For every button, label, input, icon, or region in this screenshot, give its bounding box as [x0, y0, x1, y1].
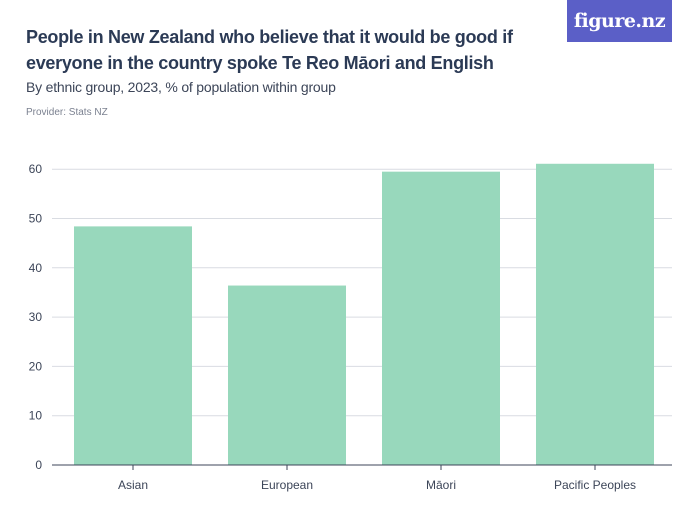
figure-nz-logo[interactable]: figure.nz — [567, 0, 672, 42]
y-tick-label: 0 — [35, 458, 42, 472]
x-tick-label: Pacific Peoples — [554, 478, 636, 492]
y-axis-tick-labels: 0 10 20 30 40 50 60 — [29, 162, 43, 472]
chart-subtitle: By ethnic group, 2023, % of population w… — [26, 79, 336, 95]
y-tick-label: 50 — [29, 212, 43, 226]
bar-m-ori — [382, 171, 500, 466]
y-tick-label: 60 — [29, 162, 43, 176]
chart-title: People in New Zealand who believe that i… — [26, 27, 513, 73]
x-tick-label: Māori — [426, 478, 456, 492]
bar-pacific-peoples — [536, 163, 654, 466]
y-tick-label: 30 — [29, 310, 43, 324]
x-axis — [52, 464, 672, 470]
y-tick-label: 40 — [29, 261, 43, 275]
bars — [74, 163, 654, 466]
data-provider: Provider: Stats NZ — [26, 107, 108, 118]
x-axis-tick-labels: Asian European Māori Pacific Peoples — [118, 478, 636, 492]
y-tick-label: 20 — [29, 359, 43, 373]
x-tick-label: Asian — [118, 478, 148, 492]
bar-asian — [74, 226, 192, 465]
x-tick-label: European — [261, 478, 313, 492]
bar-european — [228, 285, 346, 465]
y-tick-label: 10 — [29, 409, 43, 423]
